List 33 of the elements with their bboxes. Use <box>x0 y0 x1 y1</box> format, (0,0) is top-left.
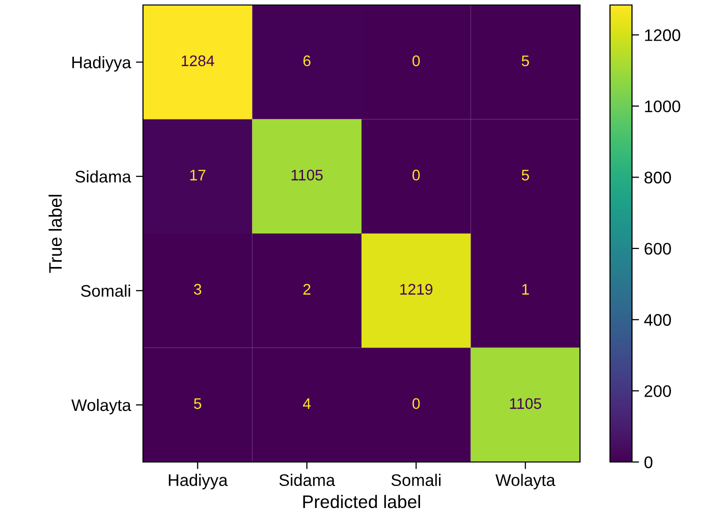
data-label: 1219 <box>400 284 432 295</box>
x-tick-label: Wolayta <box>495 474 556 490</box>
color-bar-label: 1200 <box>645 29 680 42</box>
color-bar-label: 600 <box>644 242 671 255</box>
color-bar-label: 0 <box>644 456 652 468</box>
data-label: 5 <box>522 170 529 180</box>
x-tick-label: Hadiyya <box>168 474 228 490</box>
data-label: 5 <box>194 398 202 409</box>
data-label: 1 <box>522 284 529 295</box>
x-tick-label: Somali <box>391 474 440 486</box>
data-label: 1284 <box>182 55 214 66</box>
data-label: 1105 <box>510 398 542 409</box>
data-label: 3 <box>194 284 202 295</box>
x-axis-title: Predicted label <box>303 494 420 508</box>
color-bar-label: 800 <box>644 172 671 184</box>
color-bar-label: 1000 <box>645 100 680 112</box>
color-bar-label: 200 <box>644 385 671 398</box>
data-label: 6 <box>303 55 310 66</box>
data-label: 2 <box>303 284 310 295</box>
color-bar-label: 400 <box>644 314 671 326</box>
x-tick-label: Sidama <box>279 474 336 486</box>
data-label: 4 <box>302 398 311 409</box>
y-axis-title: True label <box>48 194 62 273</box>
data-label: 0 <box>412 55 420 66</box>
data-label: 0 <box>412 170 420 180</box>
data-label: 5 <box>522 56 529 66</box>
y-tick-label: Somali <box>81 284 130 297</box>
y-tick-label: Wolayta <box>71 398 132 414</box>
data-label: 0 <box>412 398 420 409</box>
data-label: 17 <box>190 170 206 180</box>
data-label: 1105 <box>292 170 323 180</box>
y-tick-label: Sidama <box>75 170 132 183</box>
y-tick-label: Hadiyya <box>72 56 132 72</box>
